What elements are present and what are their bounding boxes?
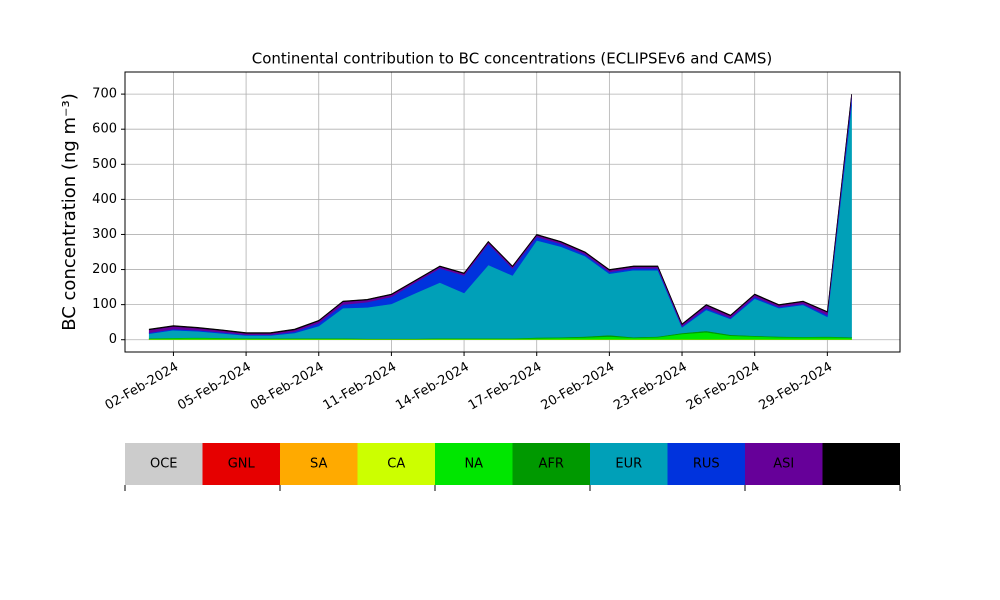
- y-tick-label: 100: [92, 297, 117, 312]
- y-tick-label: 400: [92, 192, 117, 207]
- y-tick-label: 700: [92, 87, 117, 102]
- legend-label: RUS: [693, 457, 720, 472]
- legend-label: SA: [310, 457, 327, 472]
- legend-label: OCE: [150, 457, 178, 472]
- legend-label: CA: [387, 457, 405, 472]
- legend-ticks: [124, 485, 901, 491]
- x-tick-label: 26-Feb-2024: [684, 360, 763, 414]
- x-tick-label: 29-Feb-2024: [757, 360, 836, 414]
- x-tick-label: 23-Feb-2024: [611, 360, 690, 414]
- legend-label: GNL: [228, 457, 256, 472]
- legend-swatch: [590, 443, 668, 485]
- legend-swatch: [822, 443, 900, 485]
- y-tick-label: 200: [92, 262, 117, 277]
- x-tick-label: 02-Feb-2024: [103, 360, 182, 414]
- y-tick-label: 600: [92, 122, 117, 137]
- legend-swatch: [667, 443, 745, 485]
- y-tick-label: 300: [92, 227, 117, 242]
- legend-swatch: [745, 443, 823, 485]
- legend-label: NA: [464, 457, 483, 472]
- legend-swatch: [512, 443, 590, 485]
- x-tick-label: 08-Feb-2024: [248, 360, 327, 414]
- areas: [148, 93, 852, 341]
- x-tick-label: 14-Feb-2024: [393, 360, 472, 414]
- x-tick-label: 20-Feb-2024: [539, 360, 618, 414]
- x-tick-label: 11-Feb-2024: [321, 360, 400, 414]
- x-tick-label: 05-Feb-2024: [175, 360, 254, 414]
- legend-swatch: [125, 443, 203, 485]
- x-tick-label: 17-Feb-2024: [466, 360, 545, 414]
- y-axis-label: BC concentration (ng m⁻³): [59, 93, 80, 331]
- legend-swatch: [202, 443, 280, 485]
- legend-label: ASI: [773, 457, 794, 472]
- legend-swatch: [357, 443, 435, 485]
- legend-swatch: [435, 443, 513, 485]
- chart-title: Continental contribution to BC concentra…: [252, 50, 773, 68]
- y-tick-label: 0: [109, 332, 117, 347]
- y-tick-label: 500: [92, 157, 117, 172]
- legend-label: AFR: [539, 457, 564, 472]
- area: [148, 93, 852, 334]
- legend-label: EUR: [615, 457, 642, 472]
- legend-label: AUS: [848, 457, 875, 472]
- plot-frame: [124, 71, 901, 353]
- legend-swatch: [280, 443, 358, 485]
